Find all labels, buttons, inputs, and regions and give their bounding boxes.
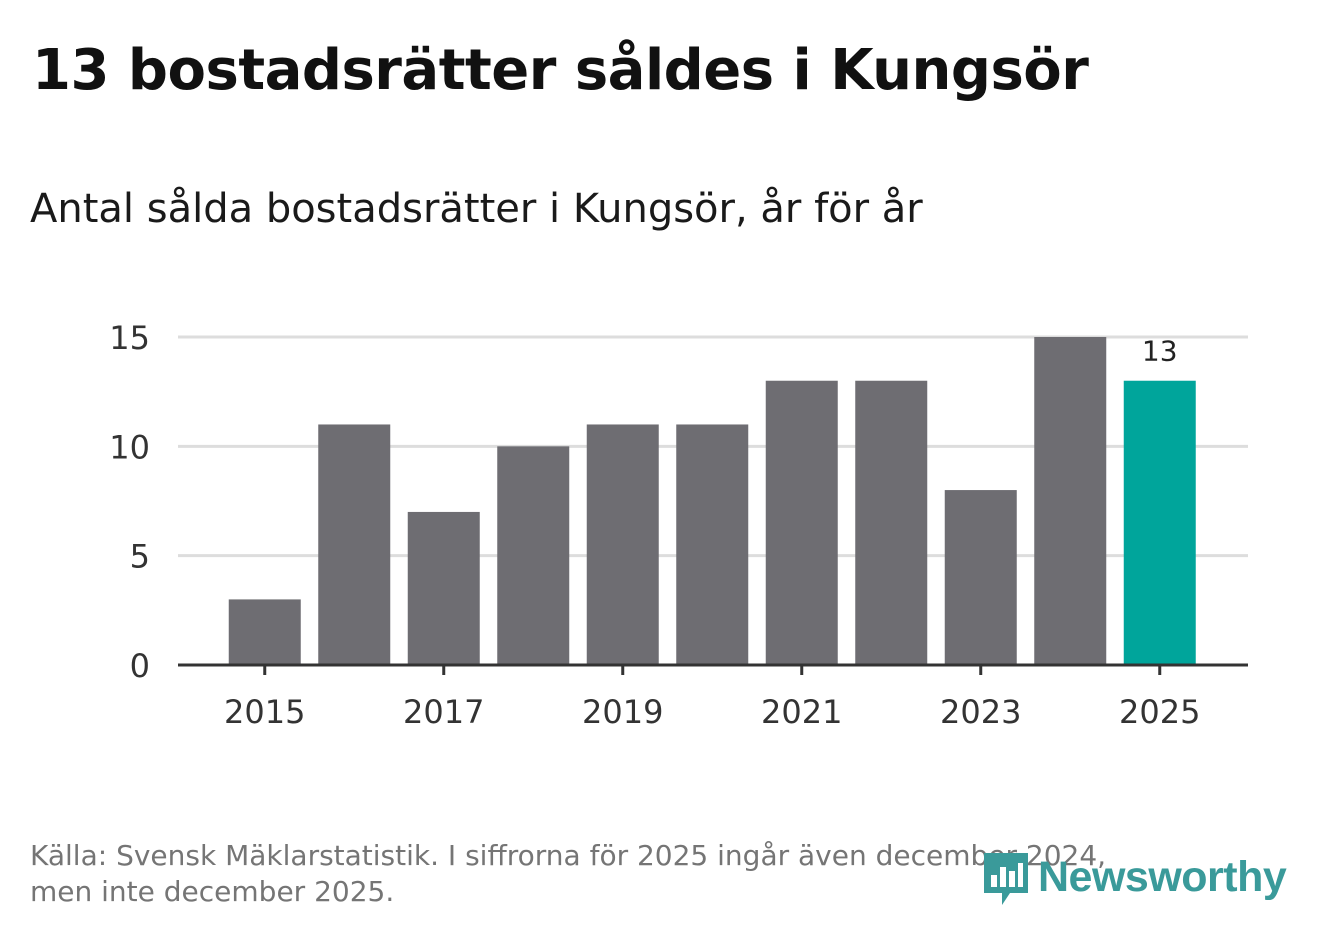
bar-2021 <box>765 380 838 665</box>
axes <box>178 663 1248 675</box>
bar-2015 <box>228 599 301 665</box>
logo-text: Newsworthy <box>1038 852 1287 901</box>
bar-2022 <box>855 380 928 665</box>
bar-2025 <box>1123 380 1196 665</box>
x-tick-label-2017: 2017 <box>403 693 484 731</box>
source-note-line-1: Källa: Svensk Mäklarstatistik. I siffror… <box>30 839 1107 872</box>
x-tick-label-2021: 2021 <box>761 693 842 731</box>
x-tick-label-2019: 2019 <box>582 693 663 731</box>
source-note-line-2: men inte december 2025. <box>30 875 395 908</box>
bar-2017 <box>407 511 480 665</box>
labels: 0 5 10 15 2015 2017 2019 2021 2023 2025 13 <box>109 319 1200 731</box>
y-tick-label-15: 15 <box>109 319 150 357</box>
x-tick-label-2023: 2023 <box>940 693 1021 731</box>
bar-chart: 0 5 10 15 2015 2017 2019 2021 2023 2025 13 <box>109 319 1248 731</box>
newsworthy-logo: Newsworthy <box>980 847 1287 907</box>
bar-2016 <box>318 424 391 665</box>
y-tick-label-5: 5 <box>130 538 150 576</box>
chart-subtitle: Antal sålda bostadsrätter i Kungsör, år … <box>30 186 923 232</box>
chart-title: 13 bostadsrätter såldes i Kungsör <box>32 38 1089 103</box>
source-note: Källa: Svensk Mäklarstatistik. I siffror… <box>30 838 1230 910</box>
bars <box>228 337 1196 665</box>
y-tick-label-10: 10 <box>109 428 150 466</box>
bar-2023 <box>944 490 1017 665</box>
bar-chart-bubble-icon <box>984 853 1028 905</box>
data-label-2025: 13 <box>1142 335 1178 368</box>
y-tick-label-0: 0 <box>130 647 150 685</box>
bar-2024 <box>1034 337 1107 665</box>
bar-2018 <box>497 446 570 665</box>
x-tick-label-2025: 2025 <box>1119 693 1200 731</box>
x-tick-label-2015: 2015 <box>224 693 305 731</box>
bar-2020 <box>676 424 749 665</box>
bar-2019 <box>586 424 659 665</box>
